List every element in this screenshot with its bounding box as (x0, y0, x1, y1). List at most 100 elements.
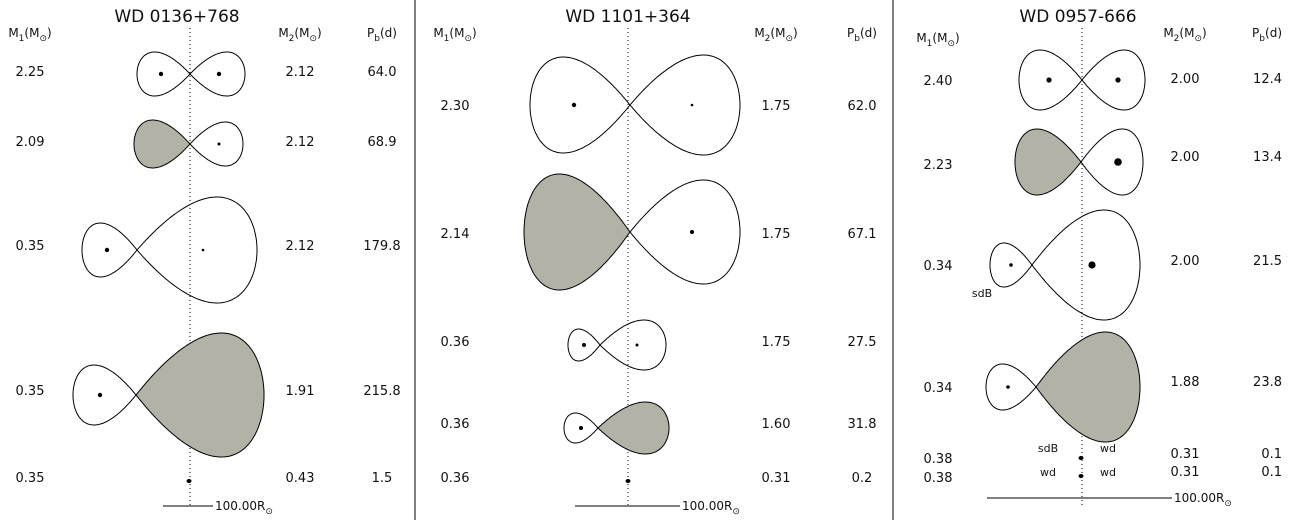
cell-pb: 179.8 (363, 239, 400, 254)
roche-lobe (136, 196, 258, 304)
label-part: (M (449, 26, 464, 40)
cell-m1: 2.25 (16, 65, 45, 80)
subscript: ⊙ (464, 34, 472, 44)
cell-m1: 0.36 (441, 335, 470, 350)
subscript: ⊙ (39, 34, 47, 44)
star-pair (1078, 456, 1084, 460)
roche-lobe (72, 364, 137, 426)
label-part: 100.00R (682, 499, 732, 513)
cell-pb: 0.1 (1261, 465, 1282, 480)
label-part: (M (1179, 26, 1194, 40)
cell-pb: 67.1 (848, 227, 877, 242)
subscript: 2 (289, 34, 295, 44)
label-part: P (367, 26, 374, 40)
roche-lobe (1081, 49, 1146, 111)
label-part: (M (24, 26, 39, 40)
label-part: 100.00R (215, 499, 265, 513)
scale-label: 100.00R⊙ (215, 499, 273, 517)
subscript: ⊙ (309, 34, 317, 44)
star (1046, 77, 1052, 83)
cell-pb: 0.2 (852, 471, 873, 486)
roche-lobe (523, 173, 631, 291)
cell-m2: 1.88 (1171, 375, 1200, 390)
cell-m2: 1.75 (762, 99, 791, 114)
roche-lobe (189, 51, 246, 97)
star (1088, 261, 1096, 269)
label-part: (M (294, 26, 309, 40)
label-part: (d) (860, 26, 877, 40)
cell-m1: 2.30 (441, 99, 470, 114)
column-header: M1(M⊙) (8, 26, 51, 44)
roche-lobe (597, 401, 670, 455)
annotation: sdB (1038, 442, 1058, 455)
cell-m2: 1.75 (762, 335, 791, 350)
cell-pb: 1.5 (372, 471, 393, 486)
cell-m2: 2.12 (286, 65, 315, 80)
subscript: 2 (765, 34, 771, 44)
roche-lobe (136, 51, 191, 97)
cell-m1: 0.34 (924, 259, 953, 274)
column-header: M2(M⊙) (278, 26, 321, 44)
cell-m2: 2.00 (1171, 72, 1200, 87)
column-header: Pb(d) (1252, 26, 1282, 44)
label-part: M (1163, 26, 1173, 40)
roche-lobe (133, 119, 191, 169)
roche-lobe (989, 242, 1033, 288)
cell-m2: 1.60 (762, 417, 791, 432)
cell-pb: 0.1 (1261, 447, 1282, 462)
roche-lobe (1080, 128, 1144, 196)
label-part: ) (317, 26, 322, 40)
roche-lobe (81, 222, 138, 278)
label-part: (M (770, 26, 785, 40)
subscript: b (854, 34, 860, 44)
cell-m1: 2.23 (924, 158, 953, 173)
label-part: M (278, 26, 288, 40)
label-part: ) (1202, 26, 1207, 40)
roche-lobe (135, 332, 265, 458)
star (158, 71, 164, 77)
cell-m2: 2.12 (286, 135, 315, 150)
star (1009, 263, 1013, 267)
roche-lobe (563, 412, 599, 444)
star (97, 392, 103, 398)
cell-m2: 2.00 (1171, 150, 1200, 165)
cell-m1: 0.36 (441, 471, 470, 486)
roche-lobe (1035, 331, 1141, 443)
label-part: (M (932, 31, 947, 45)
column-header: M2(M⊙) (1163, 26, 1206, 44)
label-part: P (847, 26, 854, 40)
star (582, 343, 586, 347)
star-pair (186, 479, 192, 483)
star (217, 142, 221, 146)
cell-pb: 215.8 (363, 384, 400, 399)
cell-m2: 0.31 (1171, 447, 1200, 462)
cell-pb: 13.4 (1253, 150, 1282, 165)
label-part: ) (793, 26, 798, 40)
star (635, 343, 639, 347)
label-part: 100.00R (1174, 491, 1224, 505)
subscript: 2 (1174, 34, 1180, 44)
cell-m1: 0.35 (16, 471, 45, 486)
cell-pb: 31.8 (848, 417, 877, 432)
star (690, 103, 694, 107)
label-part: M (8, 26, 18, 40)
subscript: 1 (444, 34, 450, 44)
column-header: M1(M⊙) (916, 31, 959, 49)
label-part: M (433, 26, 443, 40)
subscript: ⊙ (785, 34, 793, 44)
star-pair (1078, 474, 1084, 478)
star (1115, 77, 1121, 83)
cell-m1: 0.34 (924, 381, 953, 396)
subscript: b (1259, 34, 1265, 44)
cell-m2: 0.43 (286, 471, 315, 486)
cell-m1: 2.09 (16, 135, 45, 150)
panel-title: WD 0957-666 (1019, 7, 1136, 27)
subscript: b (374, 34, 380, 44)
scale-label: 100.00R⊙ (1174, 491, 1232, 509)
annotation: wd (1100, 466, 1116, 479)
subscript: ⊙ (947, 39, 955, 49)
cell-m1: 0.35 (16, 384, 45, 399)
column-header: Pb(d) (367, 26, 397, 44)
label-part: P (1252, 26, 1259, 40)
